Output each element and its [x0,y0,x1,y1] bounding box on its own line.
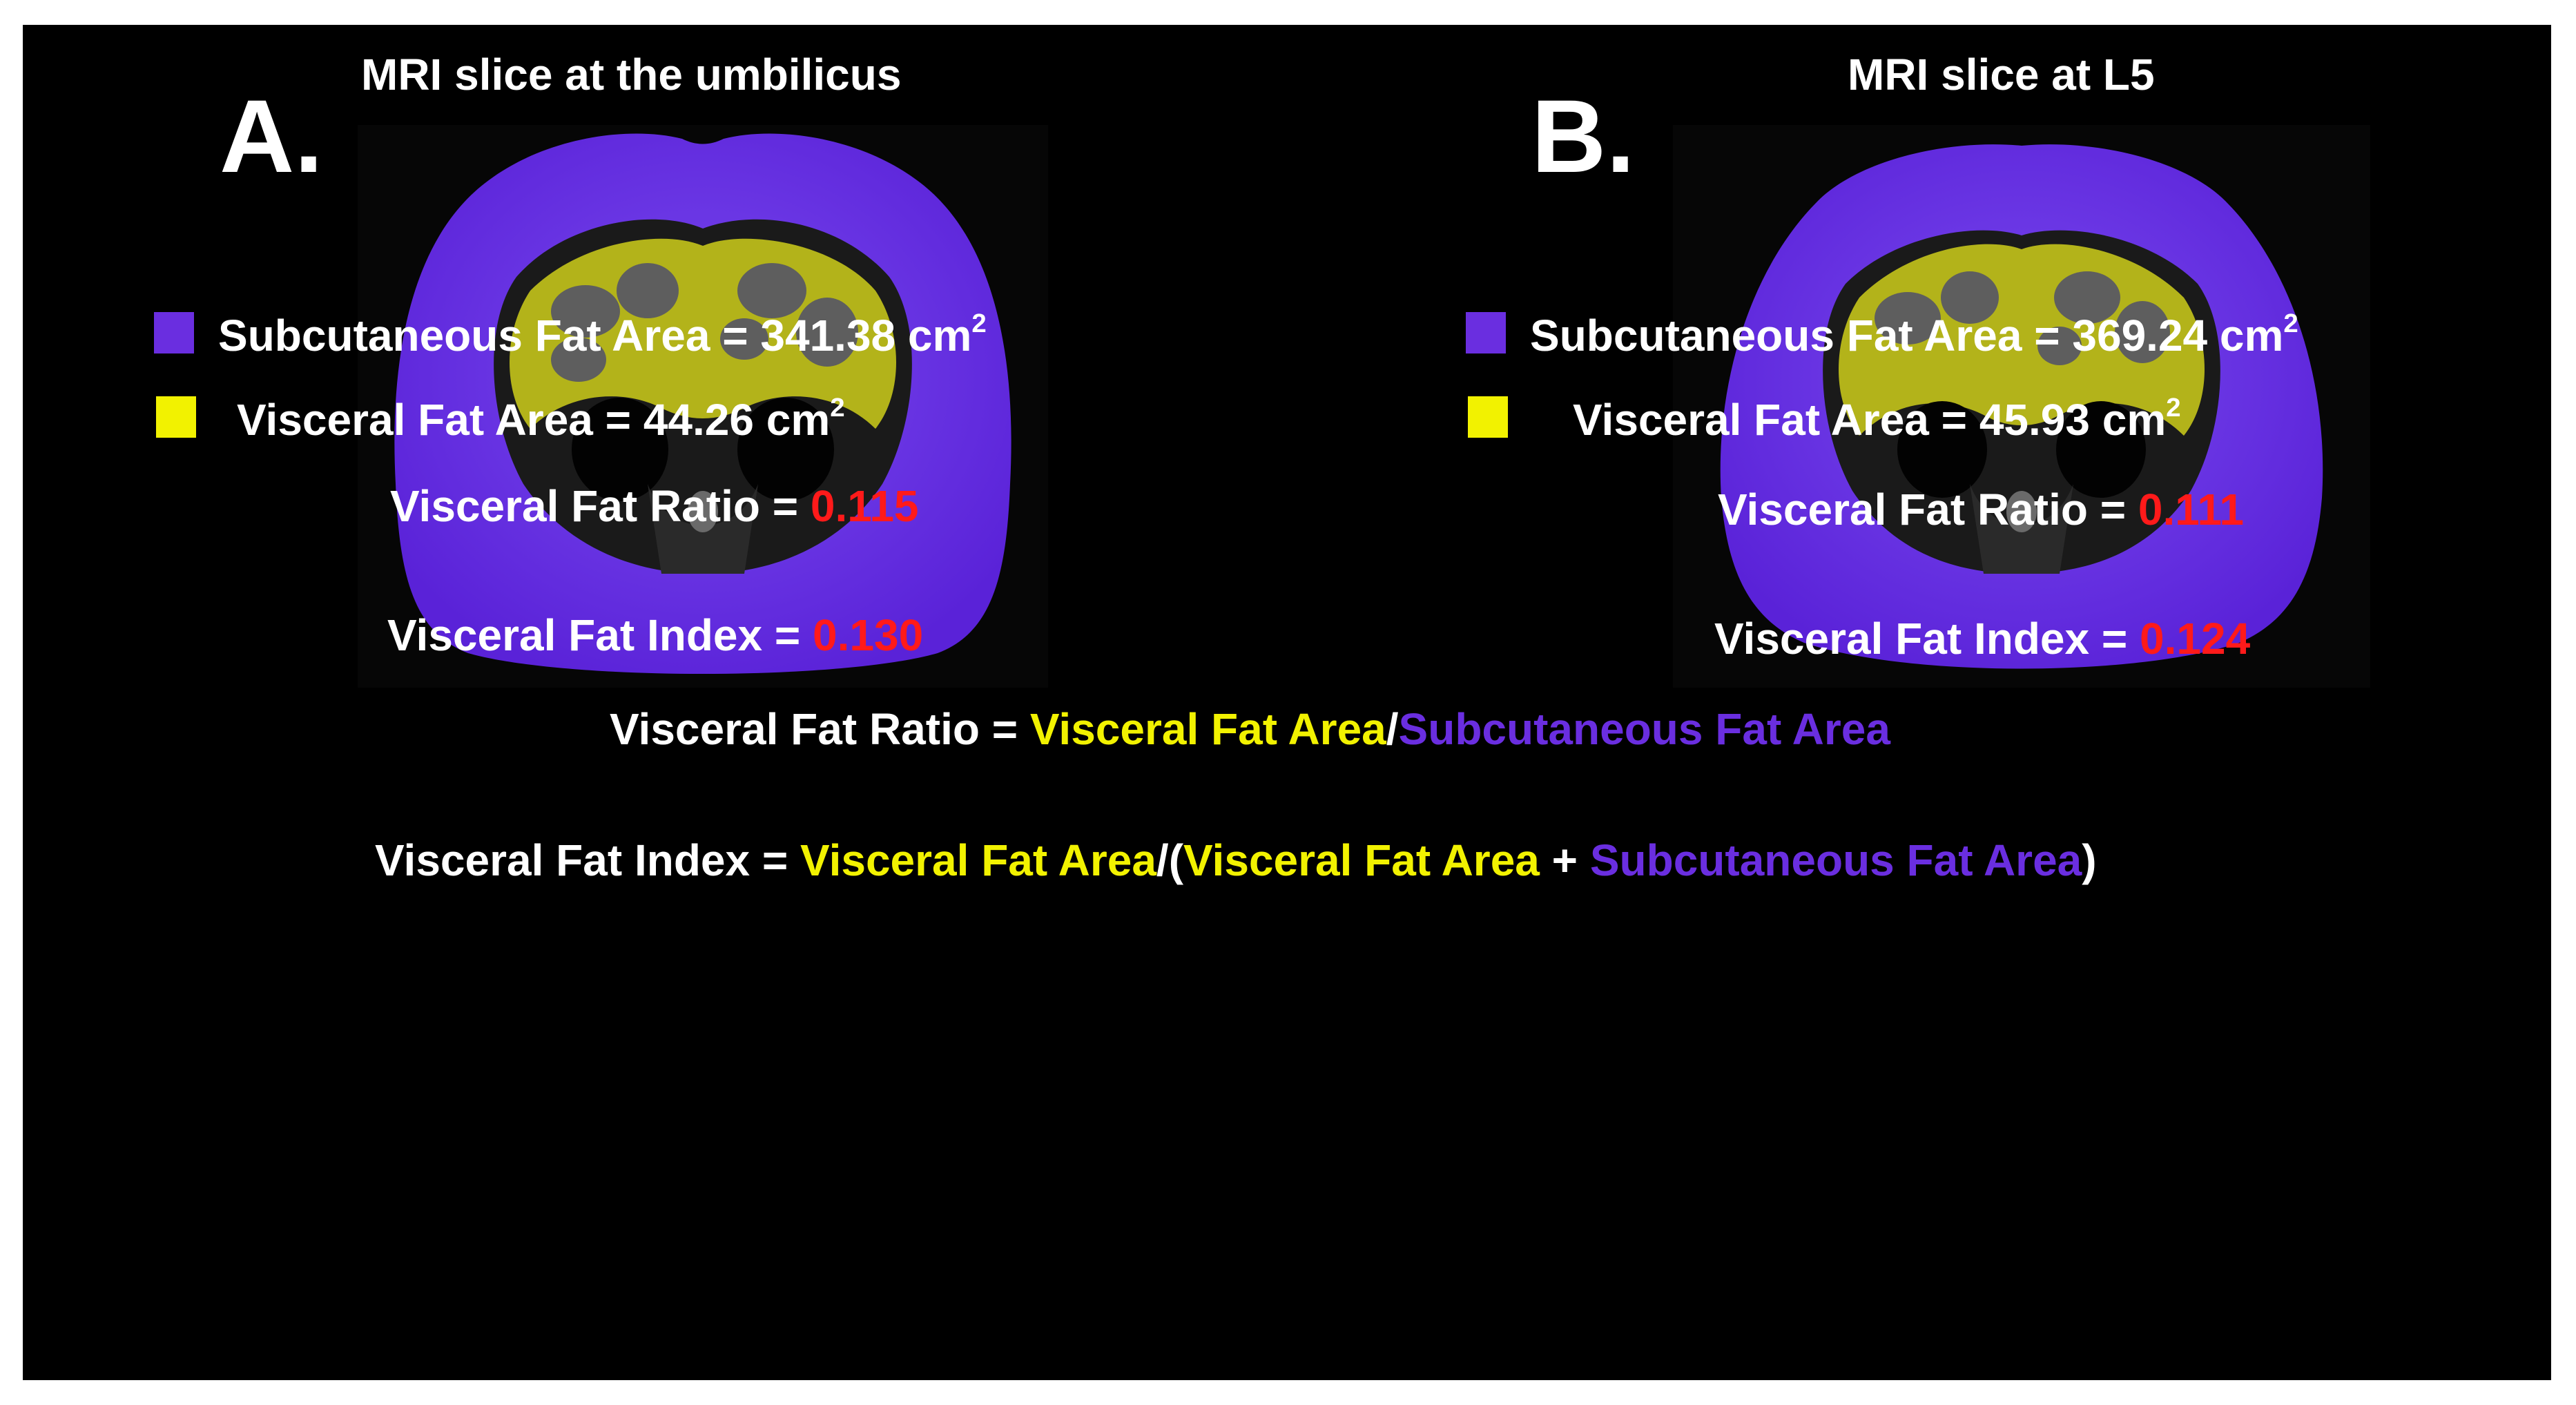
legend-a-visceral-swatch [156,396,196,438]
panel-b-mri-image [1673,125,2370,688]
ratio-formula: Visceral Fat Ratio = Visceral Fat Area/S… [610,704,1890,754]
legend-b-visceral-label: Visceral Fat Area = 45.93 cm2 [1573,393,2181,445]
panel-a-title: MRI slice at the umbilicus [361,50,902,99]
panel-b-index: Visceral Fat Index = 0.124 [1714,614,2251,663]
legend-a-subcutaneous-label: Subcutaneous Fat Area = 341.38 cm2 [218,309,987,360]
panel-a-letter: A. [220,78,323,194]
panel-b-title: MRI slice at L5 [1848,50,2155,99]
index-formula: Visceral Fat Index = Visceral Fat Area/(… [375,835,2097,885]
panel-a-ratio: Visceral Fat Ratio = 0.115 [390,481,919,531]
panel-a-mri-image [358,125,1048,688]
panel-a-index: Visceral Fat Index = 0.130 [387,610,924,660]
panel-b-letter: B. [1531,78,1635,194]
legend-a-visceral-label: Visceral Fat Area = 44.26 cm2 [237,393,845,445]
panel-b-ratio-value: 0.111 [2138,485,2244,534]
panel-a-index-value: 0.130 [813,610,924,660]
legend-a-subcutaneous-swatch [154,312,194,353]
legend-b-subcutaneous-label: Subcutaneous Fat Area = 369.24 cm2 [1530,309,2298,360]
legend-b-subcutaneous-swatch [1466,312,1506,353]
panel-b-index-value: 0.124 [2140,614,2251,663]
legend-b-visceral-swatch [1468,396,1508,438]
panel-a-ratio-value: 0.115 [810,481,919,531]
panel-b-ratio: Visceral Fat Ratio = 0.111 [1718,485,2244,534]
figure-frame: A. MRI slice at the umbilicus [23,25,2551,1380]
